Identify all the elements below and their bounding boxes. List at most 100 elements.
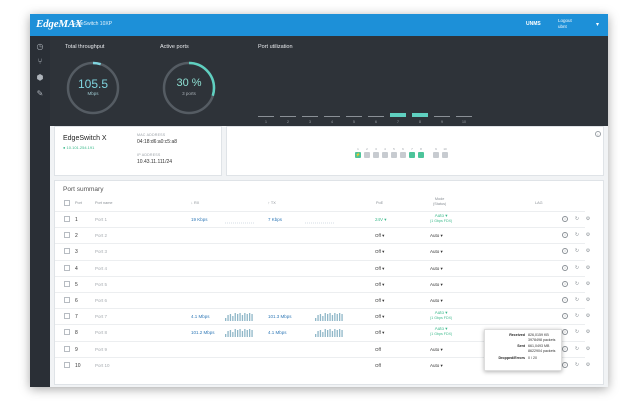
poe-select[interactable]: Off <box>375 346 381 352</box>
device-card: EdgeSwitch X ● 10.101.254.191 MAC ADDRES… <box>54 126 222 176</box>
row-checkbox[interactable] <box>64 248 70 255</box>
port-panel-port-3[interactable] <box>373 152 379 158</box>
poe-select[interactable]: Off ▾ <box>375 330 385 336</box>
row-checkbox[interactable] <box>64 329 70 336</box>
edgemax-logo[interactable]: EdgeMAX <box>36 18 83 30</box>
gear-icon[interactable]: ⚙ <box>585 232 591 239</box>
mode-select[interactable]: Auto ▾ <box>430 363 443 369</box>
port-name[interactable]: Port 10 <box>95 362 110 368</box>
row-checkbox[interactable] <box>64 280 70 287</box>
user-menu[interactable]: Logout ubnt <box>558 18 572 29</box>
row-checkbox[interactable] <box>64 345 70 352</box>
restart-icon[interactable]: ↻ <box>574 280 580 287</box>
port-name[interactable]: Port 2 <box>95 233 108 239</box>
restart-icon[interactable]: ↻ <box>574 264 580 271</box>
gear-icon[interactable]: ⚙ <box>585 313 591 320</box>
gear-icon[interactable]: ⚙ <box>585 248 591 255</box>
port-panel-port-2[interactable] <box>364 152 370 158</box>
mode-select[interactable]: Auto ▾ <box>430 233 443 239</box>
mode-select[interactable]: Auto ▾ <box>430 298 443 304</box>
info-icon[interactable]: i <box>562 329 568 336</box>
port-panel-port-1[interactable]: ⚡ <box>355 152 361 158</box>
gear-icon[interactable]: ⚙ <box>585 361 591 368</box>
restart-icon[interactable]: ↻ <box>574 216 580 222</box>
poe-select[interactable]: Off ▾ <box>375 249 385 255</box>
utilization-bar-7 <box>390 113 406 117</box>
gear-icon[interactable]: ⚙ <box>585 216 591 222</box>
mode-select[interactable]: Auto ▾ <box>430 282 443 288</box>
info-icon[interactable]: i <box>562 297 568 303</box>
info-icon[interactable]: i <box>562 345 568 352</box>
info-icon[interactable]: i <box>562 232 568 239</box>
restart-icon[interactable]: ↻ <box>574 297 580 303</box>
mode-select[interactable]: Auto ▾ <box>430 347 443 353</box>
poe-select[interactable]: Off ▾ <box>375 281 385 287</box>
port-panel-port-6[interactable] <box>400 152 406 158</box>
info-icon[interactable]: i <box>562 280 568 287</box>
dashboard-icon[interactable]: ◷ <box>36 42 44 51</box>
restart-icon[interactable]: ↻ <box>574 345 580 352</box>
port-name[interactable]: Port 6 <box>95 298 108 303</box>
row-checkbox[interactable] <box>64 264 70 271</box>
restart-icon[interactable]: ↻ <box>574 232 580 239</box>
network-icon[interactable]: ⑂ <box>37 57 43 66</box>
port-name[interactable]: Port 1 <box>95 217 108 222</box>
mode-select[interactable]: Auto ▾ (1 Gbps FDX) <box>430 213 452 223</box>
row-checkbox[interactable] <box>64 297 70 303</box>
shield-icon[interactable]: ⬢ <box>36 73 44 82</box>
poe-select[interactable]: Off <box>375 362 381 368</box>
restart-icon[interactable]: ↻ <box>574 361 580 368</box>
mode-select[interactable]: Auto ▾ (1 Gbps FDX) <box>430 327 452 336</box>
restart-icon[interactable]: ↻ <box>574 329 580 336</box>
mode-select[interactable]: Auto ▾ <box>430 249 443 255</box>
poe-select[interactable]: Off ▾ <box>375 233 385 239</box>
restart-icon[interactable]: ↻ <box>574 313 580 320</box>
poe-select[interactable]: 24V ▾ <box>375 217 387 222</box>
row-checkbox[interactable] <box>64 216 70 222</box>
unms-link[interactable]: UNMS <box>526 21 541 27</box>
info-icon[interactable]: i <box>562 313 568 320</box>
mode-select[interactable]: Auto ▾ <box>430 266 443 272</box>
gear-icon[interactable]: ⚙ <box>585 280 591 287</box>
gear-icon[interactable]: ⚙ <box>585 297 591 303</box>
port-name[interactable]: Port 3 <box>95 249 108 255</box>
info-icon[interactable]: i <box>562 264 568 271</box>
port-number: 1 <box>75 217 78 223</box>
mode-select[interactable]: Auto ▾ (1 Gbps FDX) <box>430 311 452 320</box>
port-panel-port-8[interactable] <box>418 152 424 158</box>
row-checkbox[interactable] <box>64 232 70 239</box>
tx-rate: 7 Kbps <box>268 217 283 222</box>
port-panel-port-10[interactable] <box>442 152 448 158</box>
poe-select[interactable]: Off ▾ <box>375 314 385 320</box>
device-ip-status[interactable]: ● 10.101.254.191 <box>63 145 95 150</box>
utilization-port-label: 7 <box>397 120 399 124</box>
info-icon[interactable]: i <box>595 131 601 137</box>
throughput-label: Total throughput <box>65 44 105 50</box>
poe-select[interactable]: Off ▾ <box>375 265 385 271</box>
port-name[interactable]: Port 5 <box>95 281 108 287</box>
port-name[interactable]: Port 9 <box>95 346 108 352</box>
tools-icon[interactable]: ✎ <box>36 89 44 98</box>
poe-select[interactable]: Off ▾ <box>375 298 385 303</box>
port-panel-port-4[interactable] <box>382 152 388 158</box>
port-name[interactable]: Port 4 <box>95 265 108 271</box>
port-name[interactable]: Port 8 <box>95 330 108 336</box>
port-name[interactable]: Port 7 <box>95 314 108 320</box>
mode-value: Auto ▾ <box>430 298 443 303</box>
row-checkbox[interactable] <box>64 361 70 368</box>
gear-icon[interactable]: ⚙ <box>585 329 591 336</box>
table-row: 4 Port 4 Off ▾ Auto ▾ i ↻ ⚙ <box>55 259 590 276</box>
info-icon[interactable]: i <box>562 361 568 368</box>
gear-icon[interactable]: ⚙ <box>585 345 591 352</box>
select-all-checkbox[interactable] <box>64 200 70 206</box>
info-icon[interactable]: i <box>562 216 568 222</box>
chevron-down-icon[interactable]: ▾ <box>596 22 600 28</box>
dashboard-panel: Total throughput 105.5 Mbps Active ports… <box>50 36 608 126</box>
info-icon[interactable]: i <box>562 248 568 255</box>
row-checkbox[interactable] <box>64 313 70 320</box>
gear-icon[interactable]: ⚙ <box>585 264 591 271</box>
port-panel-port-5[interactable] <box>391 152 397 158</box>
port-panel-port-9[interactable] <box>433 152 439 158</box>
port-panel-port-7[interactable] <box>409 152 415 158</box>
restart-icon[interactable]: ↻ <box>574 248 580 255</box>
